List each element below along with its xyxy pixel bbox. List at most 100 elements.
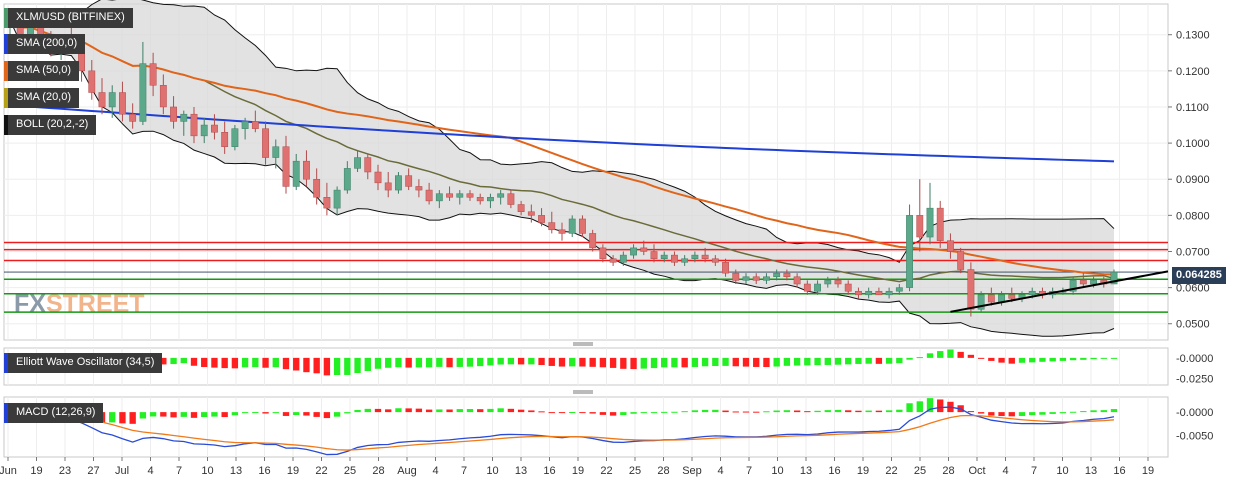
date-tick-label: 25 <box>344 465 356 477</box>
price-tick-label: 0.0500 <box>1176 319 1210 331</box>
ewo-bar <box>906 357 913 360</box>
candle-body <box>313 178 321 198</box>
price-tick-label: 0.0600 <box>1176 283 1210 295</box>
sma50-line <box>9 19 1115 276</box>
candle-body <box>159 85 167 108</box>
macd-histogram-bar <box>425 409 433 413</box>
date-tick-label: 7 <box>746 465 752 477</box>
date-tick-label: 10 <box>771 465 783 477</box>
macd-histogram-bar <box>109 412 116 423</box>
candle-body <box>241 121 249 129</box>
candle-body <box>517 204 525 212</box>
candle-body <box>701 254 709 259</box>
macd-histogram-bar <box>374 408 382 413</box>
legend-boll: BOLL (20,2,-2) <box>4 115 97 135</box>
macd-histogram-bar <box>885 410 893 413</box>
candle-body <box>88 70 96 93</box>
ewo-bar <box>374 357 382 369</box>
ewo-bar <box>241 357 249 368</box>
ewo-bar <box>1018 357 1026 363</box>
date-tick-label: 13 <box>230 465 242 477</box>
candle-body <box>1069 280 1077 292</box>
ewo-bar <box>609 357 617 368</box>
price-tick-label: 0.0700 <box>1176 246 1210 258</box>
date-tick-label: 25 <box>629 465 641 477</box>
candle-body <box>282 146 290 187</box>
macd-histogram-bar <box>538 411 545 413</box>
macd-histogram-bar <box>855 410 862 413</box>
candle-body <box>221 132 229 147</box>
candle-body <box>793 276 801 285</box>
macd-histogram-bar <box>1039 412 1046 415</box>
macd-histogram-bar <box>415 408 423 413</box>
macd-histogram-bar <box>701 409 709 413</box>
ewo-bar <box>548 357 555 366</box>
macd-histogram-bar <box>180 412 187 417</box>
candle-body <box>722 262 729 274</box>
ewo-bar <box>599 357 607 368</box>
ewo-bar <box>170 357 177 365</box>
date-tick-label: 28 <box>372 465 384 477</box>
candle-body <box>691 254 699 259</box>
ewo-bar <box>303 357 310 373</box>
ewo-bar <box>681 357 688 368</box>
ewo-bar <box>620 357 627 369</box>
candle-body <box>824 280 832 285</box>
candle-body <box>476 197 484 202</box>
candle-body <box>251 121 259 129</box>
candle-body <box>1008 294 1016 299</box>
macd-histogram-bar <box>1008 412 1015 417</box>
macd-histogram-bar <box>517 409 525 413</box>
ewo-bar <box>834 357 842 365</box>
macd-histogram-bar <box>333 412 341 417</box>
candle-body <box>231 128 239 147</box>
macd-histogram-bar <box>313 412 320 417</box>
ewo-bar <box>517 357 525 365</box>
macd-histogram-bar <box>712 409 719 413</box>
macd-histogram-bar <box>456 409 463 413</box>
ewo-bar <box>957 351 964 358</box>
macd-histogram-bar <box>845 410 852 413</box>
macd-tick-label: -0.0000 <box>1176 407 1213 419</box>
candle-body <box>630 247 637 256</box>
legend-macd: MACD (12,26,9) <box>4 403 104 423</box>
macd-histogram-bar <box>303 412 310 416</box>
price-tick-label: 0.1200 <box>1176 66 1210 78</box>
candle-body <box>916 215 924 238</box>
candle-body <box>1079 280 1087 285</box>
candle-body <box>671 254 678 263</box>
candle-body <box>752 276 760 281</box>
candle-body <box>936 207 944 241</box>
candle-body <box>548 222 556 231</box>
ewo-bar <box>364 357 371 371</box>
price-tick-label: 0.0800 <box>1176 210 1210 222</box>
date-tick-label: 16 <box>1113 465 1125 477</box>
candle-body <box>895 287 903 292</box>
macd-histogram-bar <box>497 408 504 413</box>
macd-histogram-bar <box>354 410 361 413</box>
candle-body <box>435 193 443 202</box>
macd-histogram-bar <box>528 410 535 413</box>
ewo-bar <box>640 357 647 369</box>
date-tick-label: 7 <box>176 465 182 477</box>
candle-body <box>98 92 106 108</box>
ewo-bar <box>1008 357 1015 364</box>
macd-histogram-bar <box>558 412 566 414</box>
legend-sma20: SMA (20,0) <box>4 88 80 108</box>
ewo-bar <box>415 357 423 368</box>
macd-histogram-bar <box>589 412 596 414</box>
ewo-bar <box>579 357 586 367</box>
candle-body <box>466 193 474 198</box>
ewo-bar <box>466 357 474 367</box>
ewo-bar <box>282 357 290 370</box>
macd-histogram-bar <box>1100 410 1107 413</box>
date-tick-label: 4 <box>432 465 438 477</box>
ewo-bar <box>1049 357 1056 362</box>
macd-histogram-bar <box>487 408 494 413</box>
date-tick-label: 22 <box>315 465 327 477</box>
macd-histogram-bar <box>1059 412 1067 414</box>
ewo-bar <box>937 351 944 358</box>
candle-body <box>200 124 208 137</box>
ewo-bar <box>160 357 167 365</box>
